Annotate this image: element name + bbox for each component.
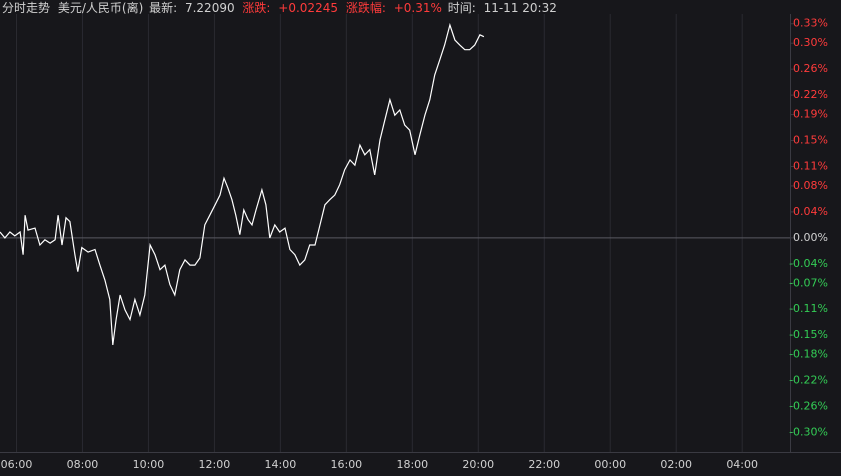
x-tick-label: 16:00 [330,458,362,471]
plot [0,14,790,452]
change-pct: +0.31% [394,1,442,15]
y-tick-label: 0.11% [793,159,828,172]
latest-label: 最新: [149,0,177,15]
y-tick-label: 0.22% [793,88,828,101]
change: +0.02245 [278,1,338,15]
y-tick-label: -0.18% [789,348,828,361]
time-label: 时间: [448,1,476,15]
x-tick-label: 10:00 [133,458,165,471]
x-tick-label: 22:00 [528,458,560,471]
x-tick-label: 04:00 [726,458,758,471]
y-tick-label: -0.15% [789,328,828,341]
latest: 7.22090 [185,1,235,15]
change-label: 涨跌: [242,0,270,15]
y-tick-label: -0.04% [789,257,828,270]
time: 11-11 20:32 [484,1,557,15]
x-tick-label: 20:00 [462,458,494,471]
y-tick-label: 0.33% [793,17,828,30]
x-tick-label: 06:00 [1,458,33,471]
x-tick-label: 18:00 [396,458,428,471]
symbol: 美元/人民币(离) [58,0,143,15]
y-tick-label: 0.30% [793,36,828,49]
x-tick-label: 08:00 [67,458,99,471]
y-tick-label: 0.19% [793,108,828,121]
change-pct-label: 涨跌幅: [346,0,386,15]
header: 分时走势 美元/人民币(离) 最新: 7.22090 涨跌: +0.02245 … [2,0,557,15]
x-tick-label: 14:00 [265,458,297,471]
y-tick-label: 0.08% [793,179,828,192]
chart-title: 分时走势 [2,1,50,15]
y-tick-label: 0.15% [793,134,828,147]
y-tick-label: -0.22% [789,374,828,387]
y-tick-label: -0.30% [789,426,828,439]
y-tick-label: 0.26% [793,62,828,75]
y-tick-label: 0.04% [793,205,828,218]
y-tick-label: -0.26% [789,400,828,413]
x-tick-label: 00:00 [594,458,626,471]
x-tick-label: 12:00 [199,458,231,471]
y-tick-label: -0.11% [789,302,828,315]
y-tick-label: -0.07% [789,276,828,289]
price-line [0,22,485,345]
y-tick-label: 0.00% [793,231,828,244]
x-tick-label: 02:00 [660,458,692,471]
